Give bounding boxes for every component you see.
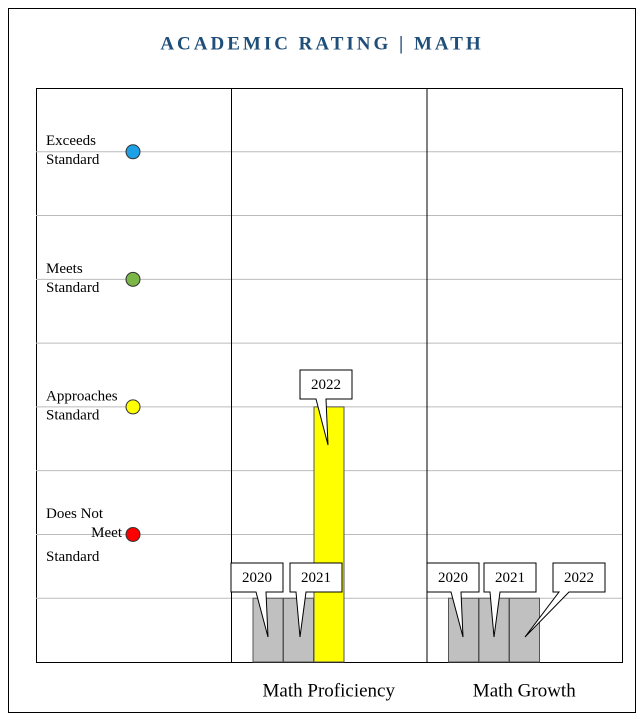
bar [313, 406, 345, 663]
level-label: Standard [46, 407, 100, 423]
x-tick-label: Math Proficiency [263, 680, 396, 701]
callout [426, 562, 480, 638]
legend-label: 2020 [438, 570, 468, 586]
level-label: Standard [46, 152, 100, 168]
callout [483, 562, 537, 638]
level-marker [125, 399, 141, 415]
level-marker [125, 526, 141, 542]
level-label: Approaches [46, 388, 118, 404]
level-marker [125, 144, 141, 160]
callout [524, 562, 606, 638]
legend-label: 2020 [242, 570, 272, 586]
bar [509, 597, 540, 663]
bar [448, 597, 479, 663]
level-label: Meets [46, 261, 83, 277]
legend-label: 2021 [301, 570, 331, 586]
x-tick-label: Math Growth [473, 680, 576, 701]
bar [252, 597, 284, 663]
level-label: Exceeds [46, 133, 96, 149]
legend-label: 2021 [495, 570, 525, 586]
chart-title: ACADEMIC RATING | MATH [160, 33, 483, 54]
legend-label: 2022 [311, 377, 341, 393]
level-marker [125, 271, 141, 287]
legend-label: 2022 [564, 570, 594, 586]
callout [299, 369, 353, 446]
callout [289, 562, 343, 638]
level-label: Standard [46, 280, 100, 296]
level-label: Does Not [46, 506, 104, 522]
level-label: Standard [46, 549, 100, 565]
level-label: Meet [91, 525, 123, 541]
callout [230, 562, 284, 638]
